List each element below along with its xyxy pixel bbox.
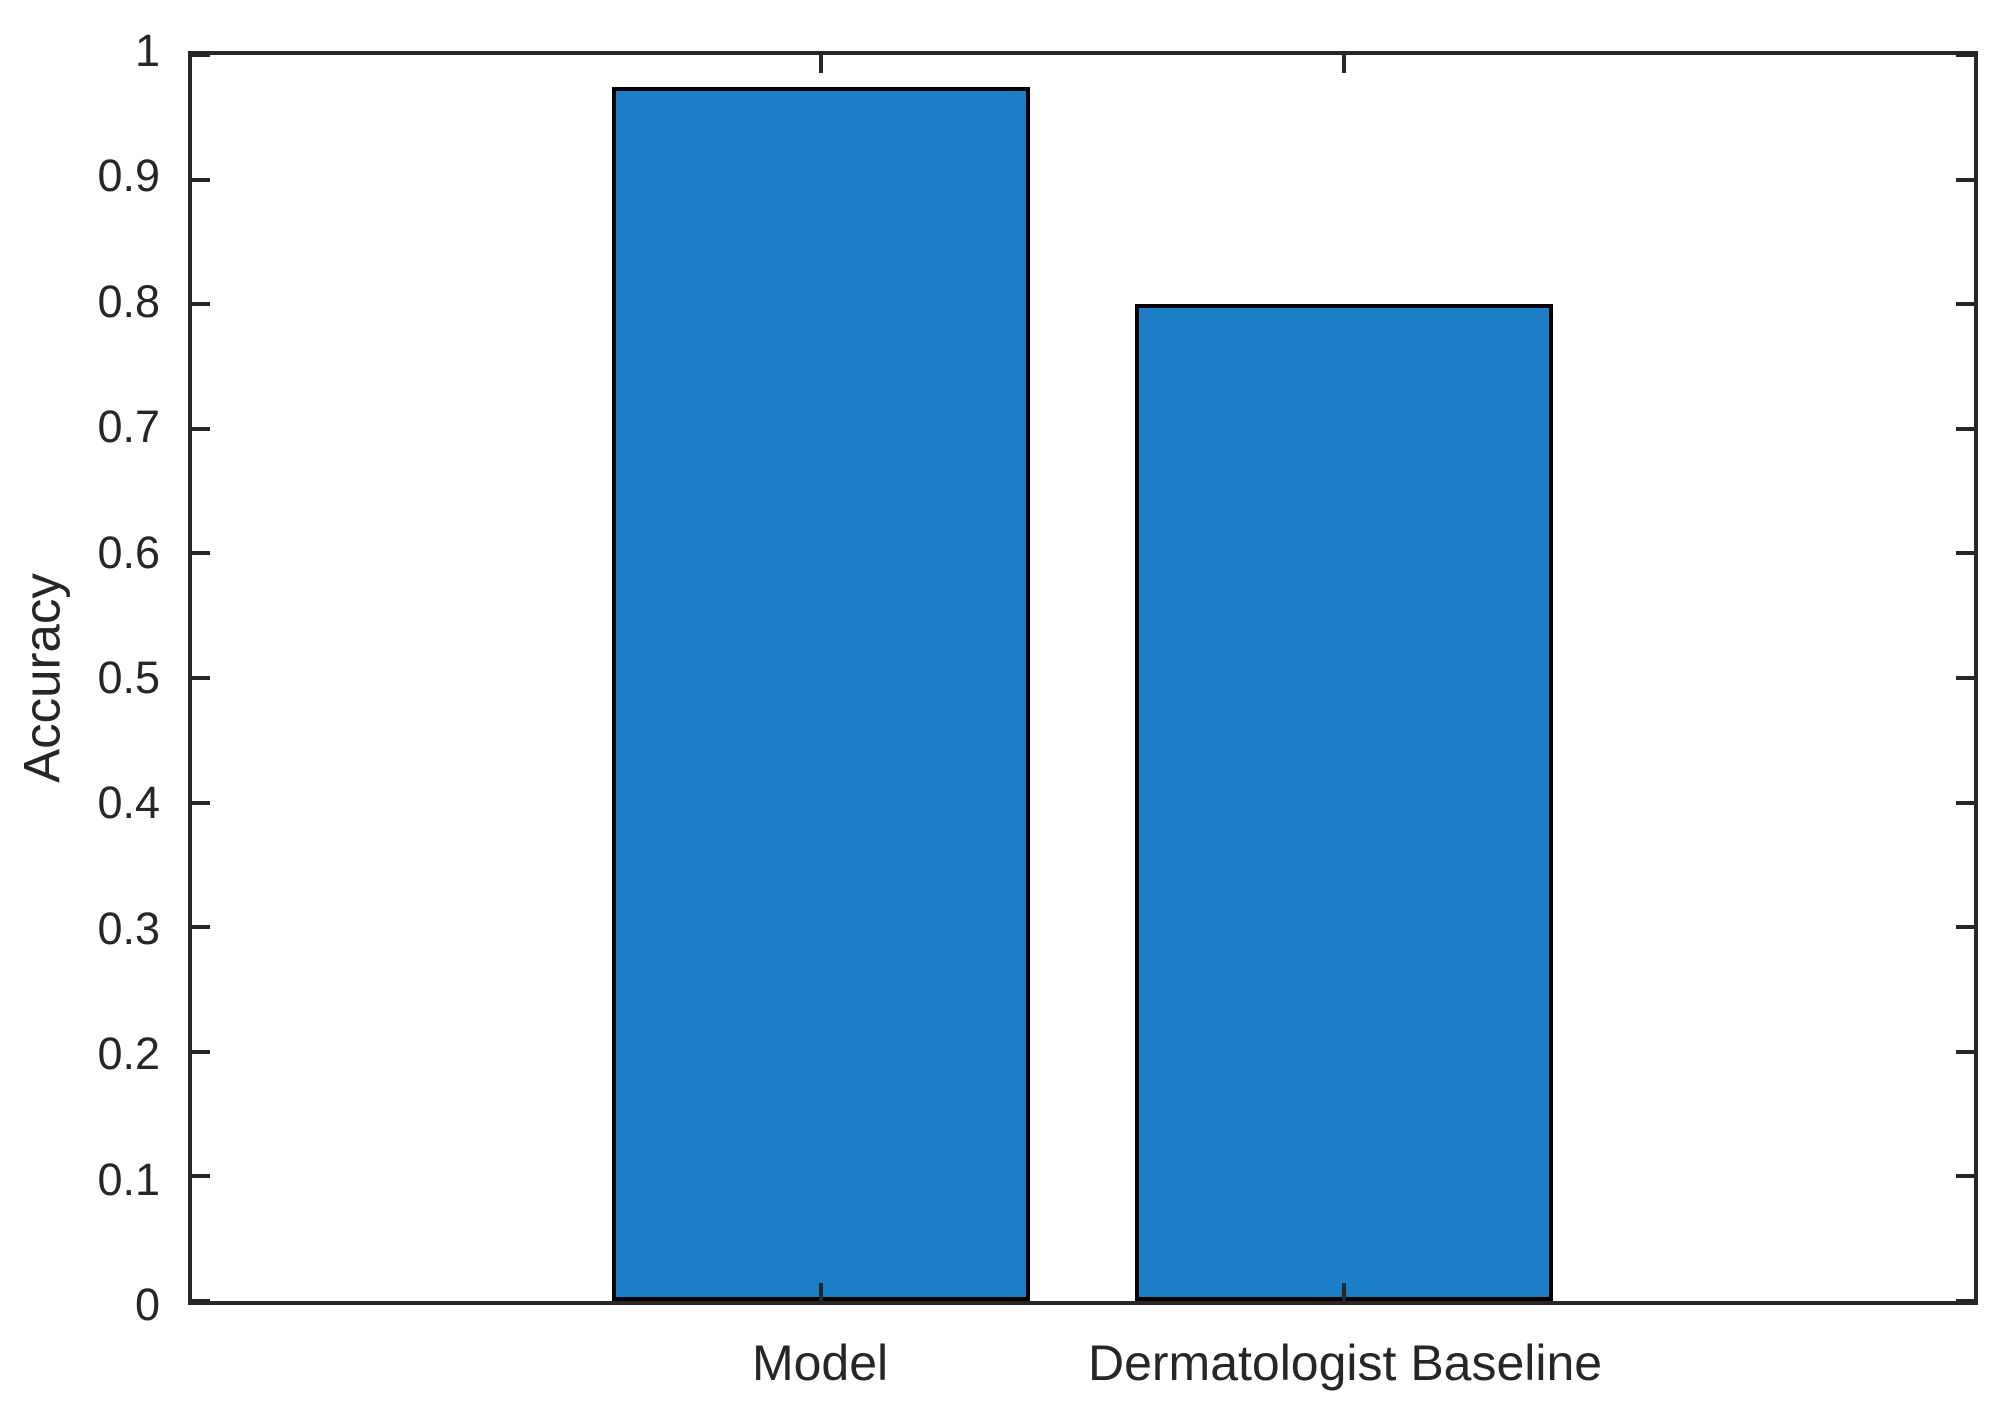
y-tick-mark [1956,177,1974,182]
y-tick-mark [192,1299,210,1303]
bar-dermatologist-baseline [1134,304,1553,1301]
y-tick-mark [1956,1174,1974,1179]
y-tick-mark [1956,1299,1974,1303]
y-tick-mark [192,925,210,930]
y-tick-mark [192,426,210,431]
y-tick-label: 0.7 [97,401,160,453]
plot-area [188,51,1978,1305]
y-tick-mark [192,302,210,307]
y-tick-label: 0.9 [97,150,160,202]
y-tick-mark [1956,1049,1974,1054]
y-tick-label: 0.2 [97,1028,160,1080]
y-tick-mark [1956,302,1974,307]
y-tick-mark [192,800,210,805]
x-tick-label-dermatologist-baseline: Dermatologist Baseline [1087,1335,1603,1391]
y-tick-label: 1 [134,25,160,76]
y-tick-label: 0.4 [97,777,160,829]
y-tick-label: 0 [134,1279,160,1330]
y-tick-mark [1956,53,1974,57]
x-tick-mark [819,55,824,73]
x-tick-mark [819,1283,824,1301]
bar-model [612,87,1031,1301]
y-tick-mark [192,1174,210,1179]
y-tick-label: 0.6 [97,526,160,578]
y-tick-mark [192,676,210,680]
y-tick-mark [1956,676,1974,680]
y-tick-mark [1956,925,1974,930]
y-tick-label: 0.5 [97,652,160,703]
y-tick-mark [192,53,210,57]
y-tick-mark [192,551,210,556]
y-tick-mark [192,1049,210,1054]
y-tick-mark [192,177,210,182]
y-tick-mark [1956,800,1974,805]
x-tick-mark [1341,55,1346,73]
y-tick-label: 0.1 [97,1153,160,1205]
y-tick-mark [1956,426,1974,431]
y-tick-mark [1956,551,1974,556]
x-tick-label-model: Model [751,1335,889,1391]
y-tick-labels: 0 0.1 0.2 0.3 0.4 0.5 0.6 0.7 0.8 0.9 1 [0,0,160,1410]
y-tick-label: 0.8 [97,275,160,327]
x-tick-mark [1341,1283,1346,1301]
y-tick-label: 0.3 [97,902,160,954]
